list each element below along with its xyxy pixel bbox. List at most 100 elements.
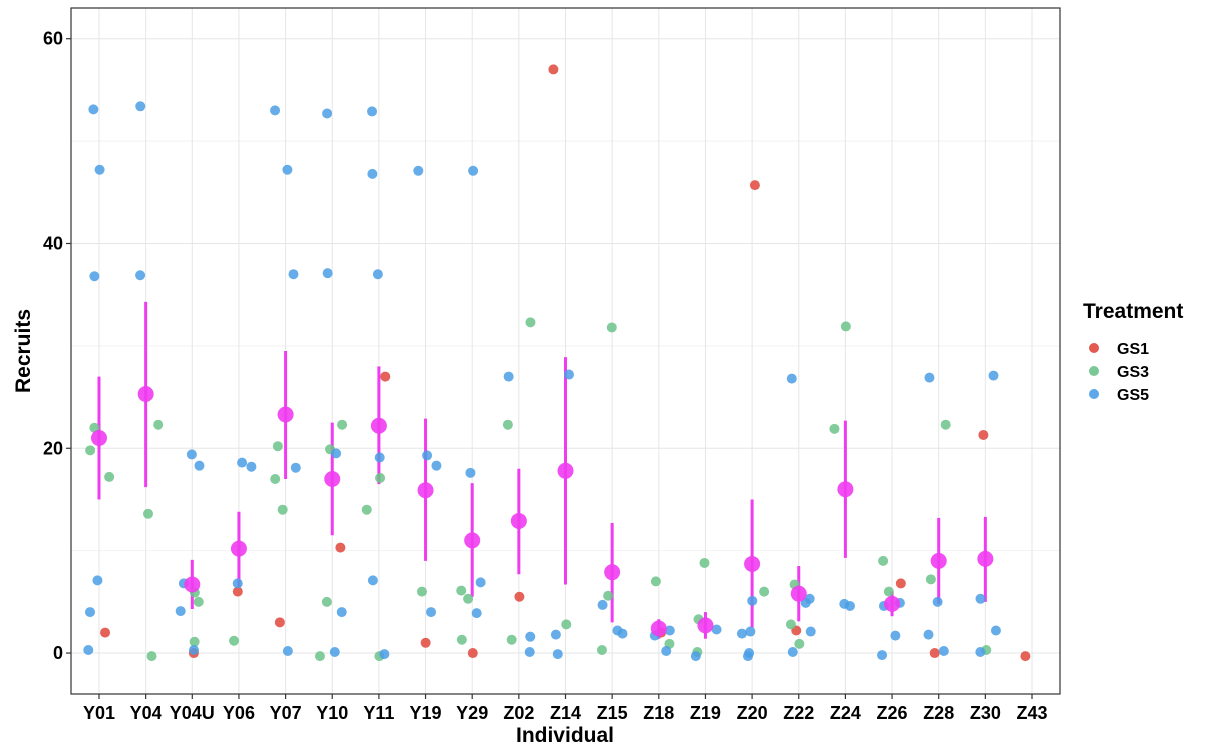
data-point-gs3 <box>785 619 796 630</box>
mean-point <box>324 470 341 487</box>
y-tick-label: 40 <box>43 233 63 253</box>
mean-point <box>977 550 994 567</box>
data-point-gs5 <box>988 370 999 381</box>
data-point-gs3 <box>878 555 889 566</box>
data-point-gs5 <box>552 649 563 660</box>
x-tick-label: Y11 <box>363 703 394 723</box>
data-point-gs5 <box>374 452 385 463</box>
data-point-gs5 <box>990 625 1001 636</box>
y-tick-label: 20 <box>43 438 63 458</box>
data-point-gs5 <box>186 449 197 460</box>
data-point-gs5 <box>322 268 333 279</box>
data-point-gs5 <box>290 462 301 473</box>
data-point-gs3 <box>361 504 372 515</box>
data-point-gs5 <box>975 647 986 658</box>
data-point-gs5 <box>270 105 281 116</box>
data-point-gs3 <box>940 419 951 430</box>
x-tick-label: Z15 <box>597 703 628 723</box>
x-tick-label: Y10 <box>316 703 348 723</box>
data-point-gs1 <box>1020 651 1031 662</box>
data-point-gs3 <box>270 473 281 484</box>
data-point-gs5 <box>805 626 816 637</box>
data-point-gs5 <box>188 644 199 655</box>
data-point-gs3 <box>375 472 386 483</box>
x-tick-label: Z18 <box>643 703 674 723</box>
data-point-gs3 <box>189 636 200 647</box>
mean-point <box>744 555 761 572</box>
data-point-gs5 <box>975 593 986 604</box>
data-point-gs5 <box>232 578 243 589</box>
data-point-gs1 <box>895 578 906 589</box>
x-tick-label: Y06 <box>223 703 255 723</box>
data-point-gs1 <box>274 617 285 628</box>
data-point-gs5 <box>617 628 628 639</box>
x-tick-label: Y19 <box>410 703 442 723</box>
data-point-gs3 <box>142 508 153 519</box>
data-point-gs5 <box>563 369 574 380</box>
x-tick-label: Z24 <box>830 703 861 723</box>
data-point-gs5 <box>924 372 935 383</box>
data-point-gs1 <box>467 648 478 659</box>
data-point-gs5 <box>426 607 437 618</box>
x-tick-label: Z30 <box>970 703 1001 723</box>
data-point-gs3 <box>104 471 115 482</box>
data-point-gs1 <box>335 542 346 553</box>
data-point-gs3 <box>506 634 517 645</box>
x-tick-label: Z20 <box>737 703 768 723</box>
data-point-gs5 <box>88 104 99 115</box>
data-point-gs5 <box>379 649 390 660</box>
data-point-gs3 <box>463 593 474 604</box>
data-point-gs3 <box>337 419 348 430</box>
mean-point <box>464 532 481 549</box>
mean-point <box>650 620 667 637</box>
x-tick-label: Z43 <box>1016 703 1047 723</box>
data-point-gs5 <box>422 450 433 461</box>
data-point-gs1 <box>548 64 559 75</box>
data-point-gs3 <box>321 596 332 607</box>
data-point-gs5 <box>246 461 257 472</box>
data-point-gs5 <box>524 647 535 658</box>
data-point-gs5 <box>135 101 146 112</box>
y-tick-label: 0 <box>53 643 63 663</box>
data-point-gs5 <box>690 651 701 662</box>
data-point-gs3 <box>561 619 572 630</box>
data-point-gs5 <box>664 625 675 636</box>
data-point-gs3 <box>277 504 288 515</box>
data-point-gs5 <box>175 606 186 617</box>
x-tick-label: Z14 <box>550 703 581 723</box>
data-point-gs3 <box>229 635 240 646</box>
legend-key-gs1 <box>1089 343 1099 353</box>
legend-label-gs5: GS5 <box>1117 387 1149 404</box>
data-point-gs5 <box>372 269 383 280</box>
data-point-gs5 <box>890 630 901 641</box>
x-axis-title: Individual <box>516 724 614 747</box>
data-point-gs3 <box>759 586 770 597</box>
data-point-gs5 <box>711 624 722 635</box>
data-point-gs5 <box>367 106 378 117</box>
data-point-gs5 <box>800 597 811 608</box>
mean-point <box>230 540 247 557</box>
data-point-gs3 <box>925 574 936 585</box>
x-tick-label: Y29 <box>456 703 488 723</box>
data-point-gs3 <box>456 585 467 596</box>
data-point-gs1 <box>380 371 391 382</box>
data-point-gs5 <box>329 647 340 658</box>
data-point-gs3 <box>193 596 204 607</box>
mean-point <box>837 481 854 498</box>
y-tick-label: 60 <box>43 29 63 49</box>
data-point-gs3 <box>314 651 325 662</box>
data-point-gs5 <box>839 598 850 609</box>
data-point-gs5 <box>745 626 756 637</box>
legend-title: Treatment <box>1083 300 1183 323</box>
data-point-gs5 <box>431 460 442 471</box>
mean-point <box>604 564 621 581</box>
data-point-gs5 <box>550 629 561 640</box>
data-point-gs5 <box>747 595 758 606</box>
mean-point <box>184 576 201 593</box>
y-axis-title: Recruits <box>12 309 35 393</box>
data-point-gs5 <box>503 371 514 382</box>
data-point-gs5 <box>787 647 798 658</box>
data-point-gs1 <box>514 591 525 602</box>
data-point-gs5 <box>92 575 103 586</box>
